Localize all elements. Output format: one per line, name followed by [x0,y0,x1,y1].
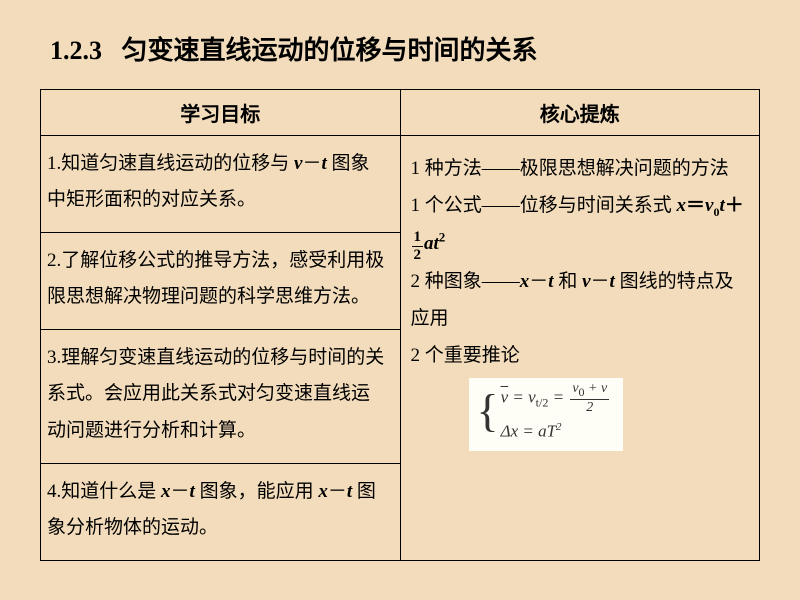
formula-line-2: Δx = aT2 [501,421,612,441]
core-summary-text: 1 种方法——极限思想解决问题的方法1 个公式——位移与时间关系式 x＝v0t＋… [411,150,752,374]
goal-num: 2. [47,250,61,271]
section-number: 1.2.3 [50,36,102,65]
formula-line-1: v = vt/2 = v0 + v2 [501,382,612,415]
col-header-left: 学习目标 [41,90,401,136]
section-title-text: 匀变速直线运动的位移与时间的关系 [122,36,538,65]
goal-num: 1. [47,153,61,174]
learning-goal-1: 1.知道匀速直线运动的位移与 v－t 图象中矩形面积的对应关系。 [41,136,401,233]
left-brace-icon: { [477,388,499,434]
section-title: 1.2.3 匀变速直线运动的位移与时间的关系 [50,30,760,67]
learning-goal-3: 3.理解匀变速直线运动的位移与时间的关系式。会应用此关系式对匀变速直线运动问题进… [41,330,401,463]
goal-num: 3. [47,347,61,368]
goal-num: 4. [47,481,61,502]
learning-goal-2: 2.了解位移公式的推导方法，感受利用极限思想解决物理问题的科学思维方法。 [41,233,401,330]
goal-text: 知道匀速直线运动的位移与 v－t 图象中矩形面积的对应关系。 [47,153,370,210]
core-summary-cell: 1 种方法——极限思想解决问题的方法1 个公式——位移与时间关系式 x＝v0t＋… [400,136,760,561]
learning-goal-4: 4.知道什么是 x－t 图象，能应用 x－t 图象分析物体的运动。 [41,463,401,560]
col-header-right: 核心提炼 [400,90,760,136]
formula-box: { v = vt/2 = v0 + v2 Δx = aT2 [469,378,624,451]
goal-text: 知道什么是 x－t 图象，能应用 x－t 图象分析物体的运动。 [47,481,376,538]
goal-text: 理解匀变速直线运动的位移与时间的关系式。会应用此关系式对匀变速直线运动问题进行分… [47,347,384,440]
content-table: 学习目标 核心提炼 1.知道匀速直线运动的位移与 v－t 图象中矩形面积的对应关… [40,89,760,561]
goal-text: 了解位移公式的推导方法，感受利用极限思想解决物理问题的科学思维方法。 [47,250,384,307]
